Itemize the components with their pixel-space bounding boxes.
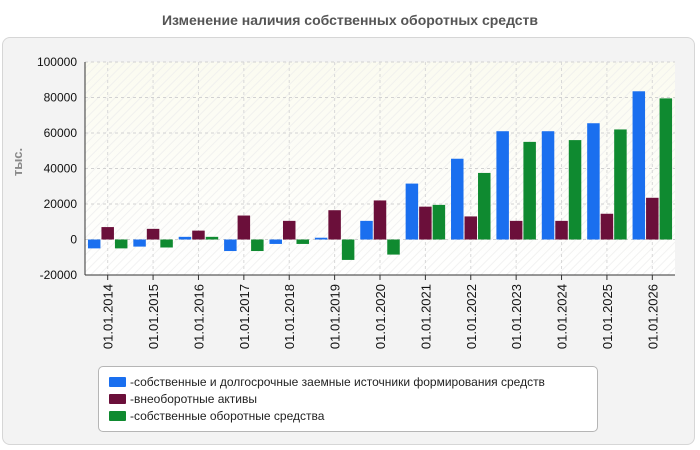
- legend-label: собственные оборотные средства: [134, 408, 325, 423]
- bar-series-3: [659, 98, 673, 240]
- bar-series-2: [555, 220, 568, 240]
- legend-item: - собственные оборотные средства: [109, 407, 597, 424]
- bar-layer: [87, 91, 673, 260]
- bar-series-3: [432, 204, 446, 240]
- legend-label: внеоборотные активы: [134, 391, 257, 406]
- legend-label: собственные и долгосрочные заемные источ…: [134, 374, 545, 389]
- bar-series-3: [341, 239, 355, 260]
- chart-title: Изменение наличия собственных оборотных …: [161, 12, 539, 28]
- y-axis-title: тыс.: [10, 148, 25, 176]
- bar-series-2: [509, 220, 523, 240]
- bar-series-1: [178, 236, 192, 240]
- x-tick-label: 01.01.2020: [373, 284, 388, 349]
- x-tick-label: 01.01.2015: [146, 284, 161, 349]
- bar-series-2: [146, 228, 160, 240]
- legend-swatch: [109, 393, 126, 404]
- bar-series-3: [568, 140, 582, 240]
- x-tick-label: 01.01.2023: [509, 284, 524, 349]
- y-tick-label: 0: [70, 233, 77, 247]
- x-tick-label: 01.01.2026: [645, 284, 660, 349]
- bar-series-1: [87, 239, 101, 249]
- legend-dash: -: [130, 391, 134, 406]
- bar-series-1: [451, 158, 464, 240]
- legend-dash: -: [130, 374, 134, 389]
- legend-swatch: [109, 376, 126, 387]
- bar-series-1: [496, 131, 509, 240]
- bar-series-1: [314, 237, 328, 240]
- bar-series-1: [360, 220, 373, 240]
- bar-series-2: [282, 220, 296, 240]
- bar-series-1: [541, 131, 555, 240]
- bar-series-2: [419, 206, 432, 240]
- x-tick-label: 01.01.2018: [282, 284, 297, 349]
- bar-series-2: [646, 197, 659, 240]
- bar-series-1: [269, 239, 282, 244]
- axis-layer: -20000 0 20000 40000 60000 80000 100000 01.01.2…: [37, 55, 675, 349]
- bar-series-2: [237, 215, 251, 240]
- x-tick-label: 01.01.2021: [418, 284, 433, 349]
- y-tick-label: 80000: [44, 91, 78, 105]
- bar-series-2: [373, 200, 387, 240]
- bar-series-3: [114, 239, 128, 249]
- bar-series-1: [587, 123, 600, 240]
- y-tick-label: -20000: [40, 268, 78, 282]
- x-tick-label: 01.01.2016: [191, 284, 206, 349]
- bar-series-1: [224, 239, 237, 252]
- bar-series-2: [101, 227, 114, 240]
- bar-series-3: [251, 239, 264, 252]
- bar-series-2: [328, 210, 341, 240]
- bar-series-3: [478, 172, 491, 240]
- bar-series-2: [600, 213, 614, 240]
- x-tick-label: 01.01.2025: [600, 284, 615, 349]
- legend-item: - внеоборотные активы: [109, 390, 597, 407]
- bar-series-3: [160, 239, 173, 248]
- bar-series-2: [192, 230, 205, 240]
- x-tick-label: 01.01.2014: [101, 284, 116, 349]
- legend-dash: -: [130, 408, 134, 423]
- bar-series-3: [205, 236, 219, 240]
- bar-series-1: [133, 239, 146, 247]
- y-tick-label: 100000: [37, 55, 77, 69]
- bar-series-1: [405, 183, 419, 240]
- bar-series-3: [296, 239, 309, 244]
- x-tick-label: 01.01.2024: [555, 284, 570, 349]
- bar-series-3: [523, 141, 536, 240]
- y-tick-label: 40000: [44, 162, 78, 176]
- x-tick-label: 01.01.2022: [464, 284, 479, 349]
- legend-item: - собственные и долгосрочные заемные ист…: [109, 373, 597, 390]
- legend: - собственные и долгосрочные заемные ист…: [98, 366, 598, 432]
- y-tick-label: 20000: [44, 197, 78, 211]
- bar-series-1: [632, 91, 646, 240]
- bar-series-2: [464, 216, 478, 240]
- bar-series-3: [387, 239, 400, 255]
- x-tick-label: 01.01.2017: [237, 284, 252, 349]
- x-tick-label: 01.01.2019: [328, 284, 343, 349]
- bar-series-3: [614, 129, 627, 240]
- legend-swatch: [109, 410, 126, 421]
- y-tick-label: 60000: [44, 126, 78, 140]
